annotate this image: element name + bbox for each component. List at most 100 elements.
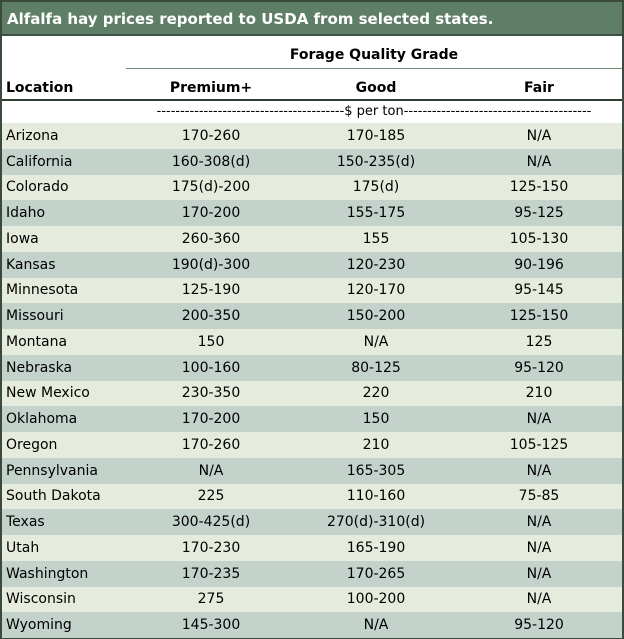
table-row: Montana 150 N/A 125 <box>2 329 622 355</box>
fair-price-cell: 105-130 <box>456 226 622 252</box>
premium-price-cell: 260-360 <box>126 226 296 252</box>
good-price-cell: N/A <box>296 612 456 638</box>
table-row: Utah 170-230 165-190 N/A <box>2 535 622 561</box>
table-row: Oklahoma 170-200 150 N/A <box>2 406 622 432</box>
fair-price-cell: 125-150 <box>456 303 622 329</box>
location-cell: Pennsylvania <box>2 458 126 484</box>
fair-price-cell: 125-150 <box>456 175 622 201</box>
good-price-cell: 165-190 <box>296 535 456 561</box>
table-row: Pennsylvania N/A 165-305 N/A <box>2 458 622 484</box>
fair-price-cell: 95-120 <box>456 355 622 381</box>
good-price-cell: 100-200 <box>296 587 456 613</box>
table-row: South Dakota 225 110-160 75-85 <box>2 484 622 510</box>
premium-price-cell: 170-230 <box>126 535 296 561</box>
fair-price-cell: 95-145 <box>456 278 622 304</box>
location-cell: California <box>2 149 126 175</box>
table-row: Arizona 170-260 170-185 N/A <box>2 123 622 149</box>
premium-price-cell: 170-235 <box>126 561 296 587</box>
units-row: ----------------------------------------… <box>2 101 622 123</box>
location-column-header: Location <box>6 80 73 96</box>
table-row: Wyoming 145-300 N/A 95-120 <box>2 612 622 638</box>
premium-price-cell: 300-425(d) <box>126 509 296 535</box>
fair-price-cell: N/A <box>456 509 622 535</box>
premium-price-cell: 200-350 <box>126 303 296 329</box>
table-row: Iowa 260-360 155 105-130 <box>2 226 622 252</box>
fair-price-cell: 75-85 <box>456 484 622 510</box>
table-row: California 160-308(d) 150-235(d) N/A <box>2 149 622 175</box>
fair-price-cell: N/A <box>456 535 622 561</box>
good-price-cell: 170-265 <box>296 561 456 587</box>
location-cell: Arizona <box>2 123 126 149</box>
premium-column-header: Premium+ <box>126 80 296 96</box>
header-divider <box>2 99 622 101</box>
premium-price-cell: 170-260 <box>126 123 296 149</box>
good-price-cell: 150-200 <box>296 303 456 329</box>
premium-price-cell: 175(d)-200 <box>126 175 296 201</box>
good-price-cell: 150-235(d) <box>296 149 456 175</box>
table-row: Washington 170-235 170-265 N/A <box>2 561 622 587</box>
premium-price-cell: 170-200 <box>126 406 296 432</box>
table-header: Forage Quality Grade Location Premium+ G… <box>2 36 622 101</box>
table-row: Wisconsin 275 100-200 N/A <box>2 587 622 613</box>
good-price-cell: 155-175 <box>296 200 456 226</box>
premium-price-cell: 170-260 <box>126 432 296 458</box>
premium-price-cell: 230-350 <box>126 381 296 407</box>
good-price-cell: 270(d)-310(d) <box>296 509 456 535</box>
fair-price-cell: N/A <box>456 406 622 432</box>
location-cell: Minnesota <box>2 278 126 304</box>
fair-price-cell: N/A <box>456 458 622 484</box>
table-row: Oregon 170-260 210 105-125 <box>2 432 622 458</box>
location-cell: Washington <box>2 561 126 587</box>
table-row: Kansas 190(d)-300 120-230 90-196 <box>2 252 622 278</box>
fair-price-cell: 90-196 <box>456 252 622 278</box>
good-price-cell: 80-125 <box>296 355 456 381</box>
premium-price-cell: 160-308(d) <box>126 149 296 175</box>
location-cell: Idaho <box>2 200 126 226</box>
table-row: Nebraska 100-160 80-125 95-120 <box>2 355 622 381</box>
good-price-cell: 210 <box>296 432 456 458</box>
location-cell: Texas <box>2 509 126 535</box>
good-price-cell: 110-160 <box>296 484 456 510</box>
location-cell: Oklahoma <box>2 406 126 432</box>
location-cell: Oregon <box>2 432 126 458</box>
good-column-header: Good <box>296 80 456 96</box>
premium-price-cell: 125-190 <box>126 278 296 304</box>
location-cell: Kansas <box>2 252 126 278</box>
price-table-frame: Alfalfa hay prices reported to USDA from… <box>0 0 624 639</box>
location-cell: Wyoming <box>2 612 126 638</box>
fair-price-cell: 210 <box>456 381 622 407</box>
premium-price-cell: 275 <box>126 587 296 613</box>
premium-price-cell: 170-200 <box>126 200 296 226</box>
forage-quality-grade-header: Forage Quality Grade <box>126 36 622 69</box>
table-row: Colorado 175(d)-200 175(d) 125-150 <box>2 175 622 201</box>
location-cell: South Dakota <box>2 484 126 510</box>
good-price-cell: 155 <box>296 226 456 252</box>
table-row: Texas 300-425(d) 270(d)-310(d) N/A <box>2 509 622 535</box>
location-cell: Nebraska <box>2 355 126 381</box>
table-title: Alfalfa hay prices reported to USDA from… <box>2 2 622 36</box>
table-row: Idaho 170-200 155-175 95-125 <box>2 200 622 226</box>
location-cell: Montana <box>2 329 126 355</box>
location-cell: Colorado <box>2 175 126 201</box>
good-price-cell: 120-230 <box>296 252 456 278</box>
good-price-cell: 165-305 <box>296 458 456 484</box>
fair-price-cell: 125 <box>456 329 622 355</box>
premium-price-cell: 225 <box>126 484 296 510</box>
fair-price-cell: N/A <box>456 149 622 175</box>
location-cell: New Mexico <box>2 381 126 407</box>
premium-price-cell: 145-300 <box>126 612 296 638</box>
good-price-cell: 220 <box>296 381 456 407</box>
fair-price-cell: N/A <box>456 561 622 587</box>
location-cell: Wisconsin <box>2 587 126 613</box>
fair-price-cell: N/A <box>456 123 622 149</box>
price-table-body: Arizona 170-260 170-185 N/A California 160-30… <box>2 123 622 638</box>
fair-price-cell: 95-120 <box>456 612 622 638</box>
good-price-cell: 175(d) <box>296 175 456 201</box>
price-table: Arizona 170-260 170-185 N/A California 160-30… <box>2 123 622 638</box>
fair-price-cell: 95-125 <box>456 200 622 226</box>
good-price-cell: N/A <box>296 329 456 355</box>
location-cell: Utah <box>2 535 126 561</box>
fair-price-cell: N/A <box>456 587 622 613</box>
good-price-cell: 150 <box>296 406 456 432</box>
premium-price-cell: 190(d)-300 <box>126 252 296 278</box>
